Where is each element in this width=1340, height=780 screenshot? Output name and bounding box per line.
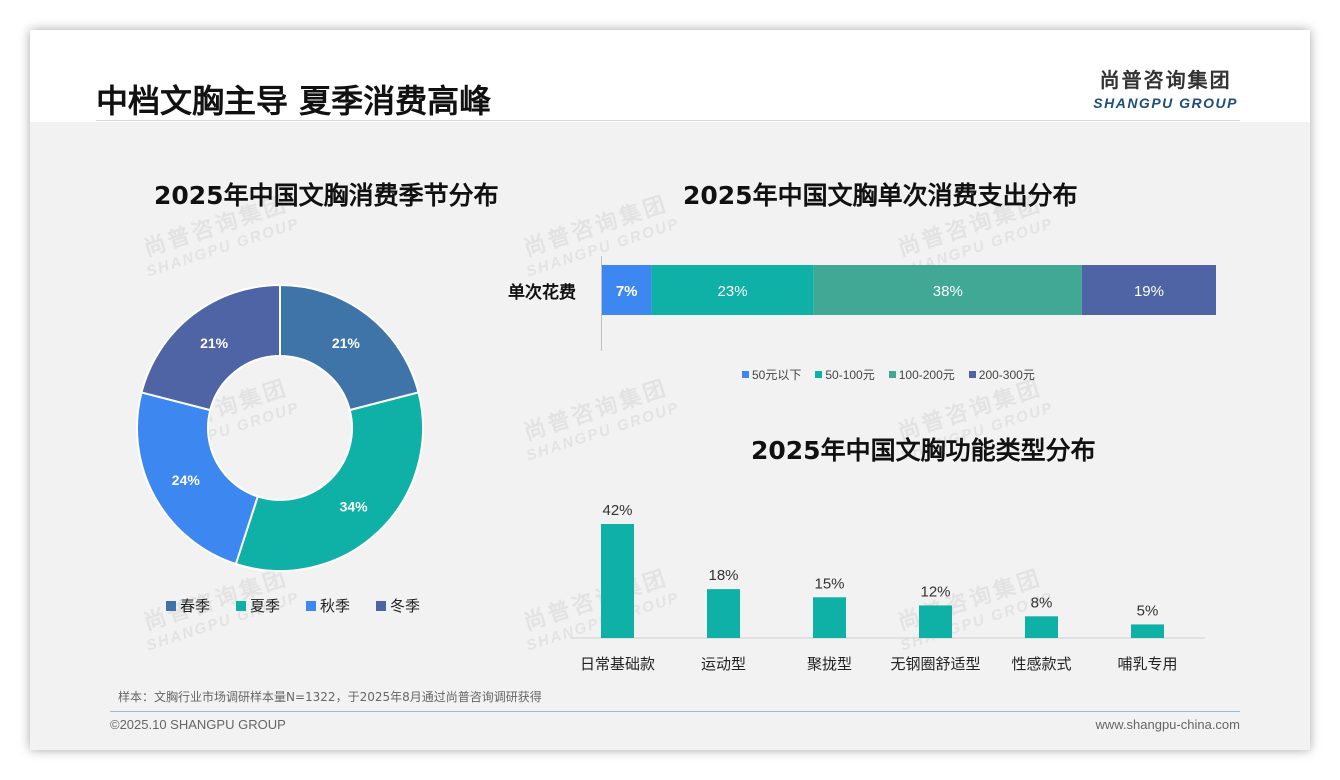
column-bar: [707, 589, 740, 638]
page-title: 中档文胸主导 夏季消费高峰: [96, 82, 492, 120]
header-band: [30, 30, 1310, 122]
logo-cn: 尚普咨询集团: [1099, 68, 1232, 92]
donut-slice: [136, 391, 260, 566]
column-category-label: 哺乳专用: [1117, 656, 1177, 673]
column-data-label: 8%: [1031, 594, 1053, 611]
legend-label: 秋季: [320, 598, 351, 615]
title-divider: [96, 120, 1240, 121]
legend-item: 夏季: [236, 595, 280, 616]
column-bar: [919, 605, 952, 638]
sample-note: 样本：文胸行业市场调研样本量N=1322，于2025年8月通过尚普咨询调研获得: [118, 690, 542, 704]
column-category-label: 日常基础款: [580, 656, 655, 673]
spend-chart-title: 2025年中国文胸单次消费支出分布: [683, 181, 1078, 210]
column-category-label: 无钢圈舒适型: [890, 656, 980, 673]
footer-divider: [110, 711, 1240, 712]
legend-swatch: [815, 371, 823, 378]
season-chart-title: 2025年中国文胸消费季节分布: [154, 181, 499, 210]
watermark: 尚普咨询集团 SHANGPU GROUP: [521, 375, 682, 465]
legend-label: 夏季: [250, 598, 281, 615]
stacked-bar-data-label: 7%: [616, 283, 638, 300]
legend-label: 冬季: [390, 598, 421, 615]
donut-data-label: 34%: [340, 498, 369, 514]
legend-swatch: [236, 600, 247, 611]
stacked-bar-segment: [1081, 265, 1216, 315]
column-bar: [1025, 616, 1058, 638]
spend-axis-line: [601, 256, 602, 351]
slide: 中档文胸主导 夏季消费高峰 尚普咨询集团 SHANGPU GROUP 尚普咨询集…: [30, 30, 1310, 750]
column-category-label: 性感款式: [1011, 656, 1071, 673]
season-legend: 春季 夏季 秋季 冬季: [166, 595, 420, 616]
legend-swatch: [888, 371, 896, 378]
column-data-label: 15%: [814, 575, 844, 592]
legend-item: 春季: [166, 595, 210, 616]
footer-copyright: ©2025.10 SHANGPU GROUP: [110, 717, 286, 732]
stacked-bar-segment: [602, 265, 652, 315]
legend-item: 50-100元: [815, 366, 875, 383]
logo-en: SHANGPU GROUP: [1093, 95, 1238, 111]
column-data-label: 5%: [1137, 602, 1159, 619]
legend-item: 秋季: [306, 595, 350, 616]
spend-stacked-bar: 7% 23% 38% 19%: [602, 265, 1216, 315]
spend-category-label: 单次花费: [508, 283, 576, 303]
company-logo: 尚普咨询集团 SHANGPU GROUP: [1093, 64, 1238, 111]
column-bar: [1131, 624, 1164, 638]
function-column-chart: 42% 日常基础款 18% 运动型 15% 聚拢型 12% 无钢圈舒适型 8% 性感款式 5% 哺乳专…: [570, 502, 1205, 673]
legend-item: 200-300元: [968, 366, 1035, 383]
column-data-label: 12%: [920, 583, 950, 600]
stacked-bar-segment: [651, 265, 814, 315]
legend-swatch: [376, 600, 387, 611]
donut-data-label: 21%: [200, 335, 229, 351]
legend-swatch: [968, 371, 976, 378]
column-category-label: 聚拢型: [807, 656, 852, 673]
season-donut-chart: 21% 34% 24% 21%: [136, 283, 424, 572]
donut-data-label: 21%: [332, 335, 361, 351]
legend-item: 50元以下: [742, 366, 801, 383]
column-category-label: 运动型: [701, 656, 746, 673]
donut-slice: [279, 283, 420, 412]
function-chart-title: 2025年中国文胸功能类型分布: [751, 436, 1096, 465]
stacked-bar-data-label: 38%: [933, 283, 963, 300]
donut-data-label: 24%: [172, 472, 201, 488]
legend-swatch: [306, 600, 317, 611]
legend-label: 春季: [180, 598, 211, 615]
legend-item: 冬季: [376, 595, 420, 616]
legend-swatch: [166, 600, 176, 611]
legend-label: 50元以下: [752, 368, 802, 382]
legend-label: 200-300元: [978, 368, 1035, 382]
column-data-label: 18%: [708, 567, 738, 584]
stacked-bar-data-label: 19%: [1134, 283, 1164, 300]
stacked-bar-data-label: 23%: [718, 283, 748, 300]
column-data-label: 42%: [602, 502, 632, 519]
column-bar: [601, 524, 634, 638]
donut-slice: [140, 283, 281, 412]
legend-item: 100-200元: [888, 366, 955, 383]
legend-label: 100-200元: [898, 368, 955, 382]
footer-website: www.shangpu-china.com: [1095, 717, 1240, 732]
legend-label: 50-100元: [825, 368, 875, 382]
spend-legend: 50元以下 50-100元 100-200元 200-300元: [742, 366, 1035, 383]
donut-slice: [234, 391, 424, 572]
stacked-bar-segment: [813, 265, 1082, 315]
legend-swatch: [742, 371, 749, 378]
column-bar: [813, 597, 846, 638]
